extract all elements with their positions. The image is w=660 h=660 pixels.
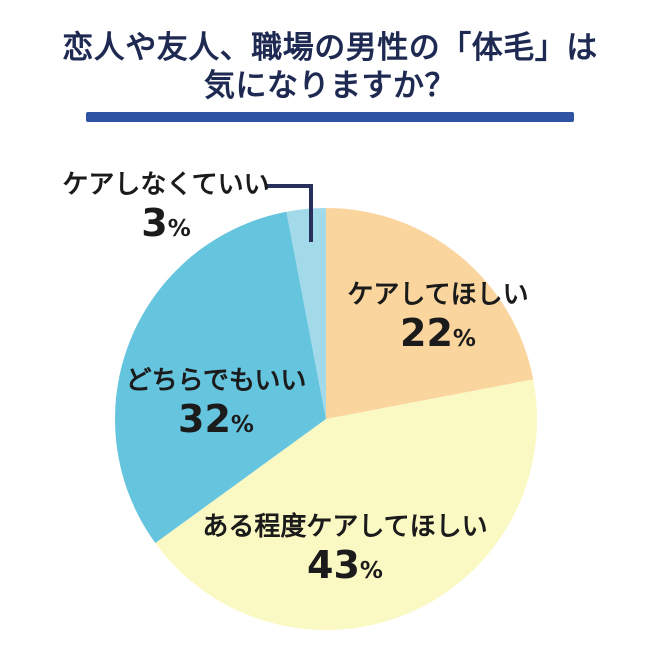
title-underline-bar: [86, 112, 574, 122]
percent-sign: %: [167, 215, 191, 242]
pie-label-text: ケアしなくていい: [62, 169, 270, 200]
pie-label-text: ケアしてほしい: [347, 279, 529, 310]
pie-label-value: 3%: [62, 201, 269, 245]
percent-sign: %: [230, 411, 254, 438]
pie-slice-3: [286, 208, 326, 419]
pie-label-value: 43%: [202, 543, 487, 587]
percent-sign: %: [452, 325, 476, 352]
pie-label-text: どちらでもいい: [125, 365, 307, 396]
pie-label-value: 22%: [347, 311, 528, 355]
pie-label-care-shinakute-ii: ケアしなくていい 3%: [62, 169, 269, 245]
pie-label-aruteido-care: ある程度ケアしてほしい 43%: [202, 511, 487, 587]
pie-label-dochira-demo-ii: どちらでもいい 32%: [126, 365, 307, 441]
pie-slice-2: [115, 211, 326, 544]
leader-line-3-percent: [267, 184, 313, 242]
chart-title-line-1: 恋人や友人、職場の男性の「体毛」は: [62, 30, 598, 66]
pie-value-number: 32: [178, 396, 231, 441]
pie-slice-1: [155, 379, 537, 630]
pie-label-value: 32%: [126, 397, 307, 441]
pie-label-text: ある程度ケアしてほしい: [202, 511, 488, 542]
pie-value-number: 43: [307, 542, 360, 587]
pie-slice-0: [326, 208, 534, 419]
chart-title: 恋人や友人、職場の男性の「体毛」は 気になりますか？: [0, 30, 660, 106]
pie-label-care-shite-hoshii: ケアしてほしい 22%: [347, 279, 528, 355]
pie-value-number: 22: [400, 310, 453, 355]
percent-sign: %: [359, 557, 383, 584]
chart-title-line-2: 気になりますか？: [204, 67, 456, 104]
pie-value-number: 3: [141, 200, 168, 245]
